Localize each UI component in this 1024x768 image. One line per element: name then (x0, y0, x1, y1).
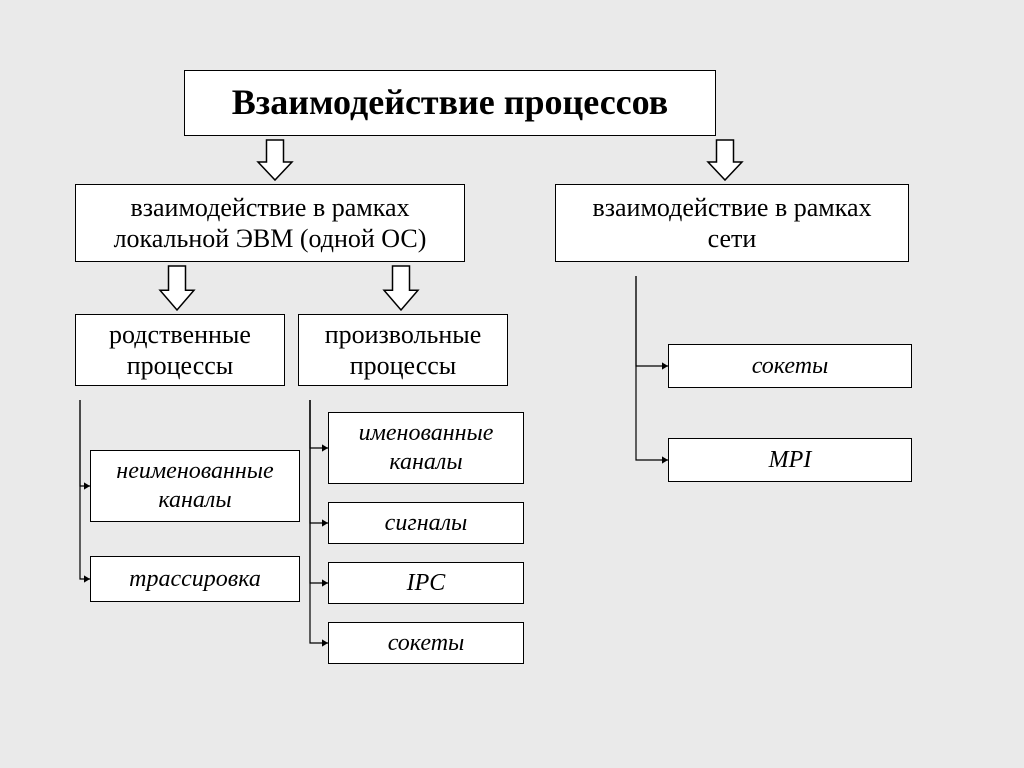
conn-rel-trace (80, 400, 90, 583)
conn-net-mpi (636, 276, 668, 464)
conn-rel-noname (80, 400, 90, 490)
connectors-layer (0, 0, 1024, 768)
conn-arb-named (310, 400, 328, 452)
conn-net-nsock (636, 276, 668, 370)
conn-arb-sig (310, 400, 328, 527)
conn-arb-ipc (310, 400, 328, 587)
